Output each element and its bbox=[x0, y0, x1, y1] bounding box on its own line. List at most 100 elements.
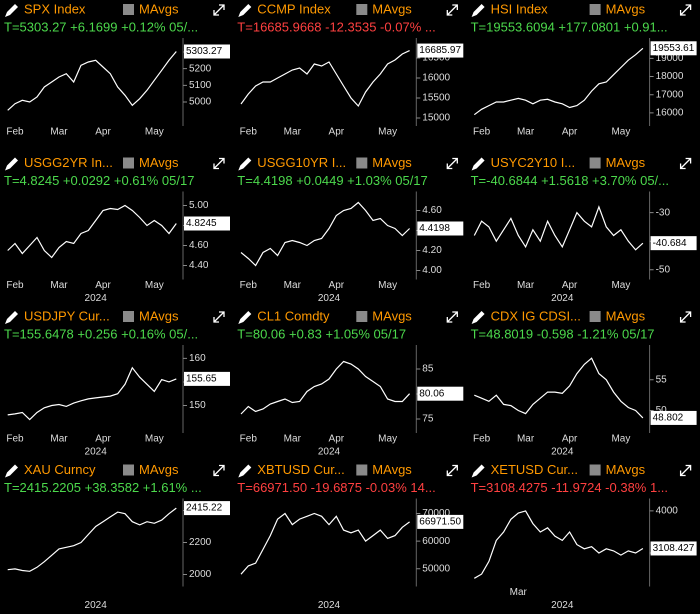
last-value-label: 4.4198 bbox=[419, 223, 450, 234]
last-value-box bbox=[650, 41, 697, 56]
chart-cell: CDX IG CDSI... MAvgs T=48.8019 -0.598 -1.2… bbox=[471, 308, 697, 458]
x-year-label: 2024 bbox=[85, 293, 108, 304]
last-value-label: 2415.22 bbox=[186, 503, 223, 514]
y-tick-label: 55 bbox=[656, 374, 668, 385]
y-tick-label: 50000 bbox=[422, 563, 450, 574]
x-tick-label: May bbox=[145, 280, 164, 291]
y-tick-label: 70000 bbox=[422, 508, 450, 519]
chart-title: SPX Index bbox=[24, 1, 86, 16]
edit-icon bbox=[5, 311, 18, 324]
chart-title: XAU Curncy bbox=[24, 462, 96, 477]
x-tick-label: Mar bbox=[517, 434, 535, 445]
study-label: MAvgs bbox=[606, 308, 646, 323]
x-tick-label: Feb bbox=[473, 434, 491, 445]
study-label: MAvgs bbox=[372, 1, 412, 16]
chart-cell: CCMP Index MAvgs T=16685.9668 -12.3535 -0.… bbox=[237, 1, 464, 138]
x-tick-label: Apr bbox=[95, 434, 111, 445]
x-tick-label: Feb bbox=[240, 434, 258, 445]
x-year-label: 2024 bbox=[318, 293, 341, 304]
study-label: MAvgs bbox=[606, 1, 646, 16]
study-label: MAvgs bbox=[372, 155, 412, 170]
study-box bbox=[589, 464, 601, 476]
y-tick-label: 5100 bbox=[189, 80, 212, 91]
last-value-box bbox=[184, 371, 230, 386]
chart-cell: HSI Index MAvgs T=19553.6094 +177.0801 +0.… bbox=[471, 1, 697, 138]
chart-title: CDX IG CDSI... bbox=[491, 308, 581, 323]
chart-cell: CL1 Comdty MAvgs T=80.06 +0.83 +1.05% 05/1… bbox=[237, 308, 464, 458]
edit-icon bbox=[5, 4, 18, 17]
y-tick-label: 5000 bbox=[189, 97, 212, 108]
stats-line: T=4.8245 +0.0292 +0.61% 05/17 bbox=[4, 173, 194, 188]
study-label: MAvgs bbox=[139, 308, 179, 323]
price-line bbox=[240, 50, 410, 108]
chart-title: USGG2YR In... bbox=[24, 155, 113, 170]
study-box bbox=[123, 157, 134, 169]
x-tick-label: Mar bbox=[50, 434, 68, 445]
edit-icon bbox=[238, 4, 252, 17]
expand-icon bbox=[446, 157, 458, 170]
x-tick-label: Feb bbox=[6, 280, 24, 291]
x-tick-label: Feb bbox=[6, 127, 24, 138]
last-value-box bbox=[650, 236, 697, 251]
study-label: MAvgs bbox=[606, 155, 646, 170]
chart-cell: USGG10YR I... MAvgs T=4.4198 +0.0449 +1.03… bbox=[237, 155, 464, 304]
study-label: MAvgs bbox=[372, 462, 412, 477]
expand-icon bbox=[213, 4, 225, 16]
last-value-label: 19553.61 bbox=[653, 43, 695, 54]
last-value-label: 66971.50 bbox=[419, 517, 461, 528]
x-tick-label: Apr bbox=[329, 127, 345, 138]
x-tick-label: May bbox=[145, 434, 164, 445]
expand-icon bbox=[446, 311, 458, 323]
x-year-label: 2024 bbox=[318, 600, 341, 611]
x-year-label: 2024 bbox=[85, 600, 108, 611]
last-value-label: 3108.427 bbox=[653, 543, 695, 554]
study-box bbox=[123, 311, 134, 322]
y-tick-label: 4000 bbox=[656, 506, 679, 517]
study-box bbox=[356, 464, 368, 476]
edit-icon bbox=[471, 311, 485, 324]
x-tick-label: Feb bbox=[473, 280, 491, 291]
x-tick-label: May bbox=[611, 127, 630, 138]
x-year-label: 2024 bbox=[318, 447, 341, 458]
expand-icon bbox=[213, 157, 225, 170]
chart-title: XBTUSD Cur... bbox=[257, 462, 344, 477]
stats-line: T=5303.27 +6.1699 +0.12% 05/... bbox=[4, 19, 198, 34]
study-label: MAvgs bbox=[606, 462, 646, 477]
chart-cell: USYC2Y10 I... MAvgs T=-40.6844 +1.5618 +3.… bbox=[471, 155, 697, 304]
expand-icon bbox=[213, 464, 225, 477]
last-value-box bbox=[184, 216, 230, 231]
chart-cell: USDJPY Cur... MAvgs T=155.6478 +0.256 +0.1… bbox=[4, 308, 230, 458]
study-label: MAvgs bbox=[372, 308, 412, 323]
x-tick-label: Apr bbox=[562, 280, 578, 291]
price-line bbox=[7, 204, 177, 259]
y-tick-label: 4.00 bbox=[422, 265, 442, 276]
price-line bbox=[474, 510, 644, 579]
edit-icon bbox=[5, 464, 18, 478]
y-tick-label: 4.20 bbox=[422, 245, 442, 256]
x-tick-label: Apr bbox=[95, 127, 111, 138]
stats-line: T=-40.6844 +1.5618 +3.70% 05/... bbox=[471, 173, 669, 188]
x-tick-label: Mar bbox=[284, 434, 302, 445]
edit-icon bbox=[238, 157, 252, 171]
y-tick-label: 15000 bbox=[422, 113, 450, 124]
x-tick-label: Mar bbox=[284, 127, 302, 138]
x-tick-label: Feb bbox=[6, 434, 24, 445]
study-label: MAvgs bbox=[139, 1, 179, 16]
last-value-box bbox=[650, 541, 697, 556]
x-year-label: 2024 bbox=[551, 600, 574, 611]
chart-title: USYC2Y10 I... bbox=[491, 155, 576, 170]
y-tick-label: 16500 bbox=[422, 53, 450, 64]
y-tick-label: 4.40 bbox=[189, 260, 209, 271]
edit-icon bbox=[471, 157, 485, 171]
price-line bbox=[7, 366, 177, 421]
price-line bbox=[240, 201, 411, 267]
x-year-label: 2024 bbox=[551, 447, 574, 458]
expand-icon bbox=[213, 311, 225, 323]
price-line bbox=[7, 507, 177, 572]
stats-line: T=19553.6094 +177.0801 +0.91... bbox=[471, 19, 668, 34]
x-tick-label: Feb bbox=[240, 127, 258, 138]
x-tick-label: Mar bbox=[517, 280, 535, 291]
x-tick-label: Apr bbox=[329, 280, 345, 291]
x-tick-label: May bbox=[611, 434, 630, 445]
